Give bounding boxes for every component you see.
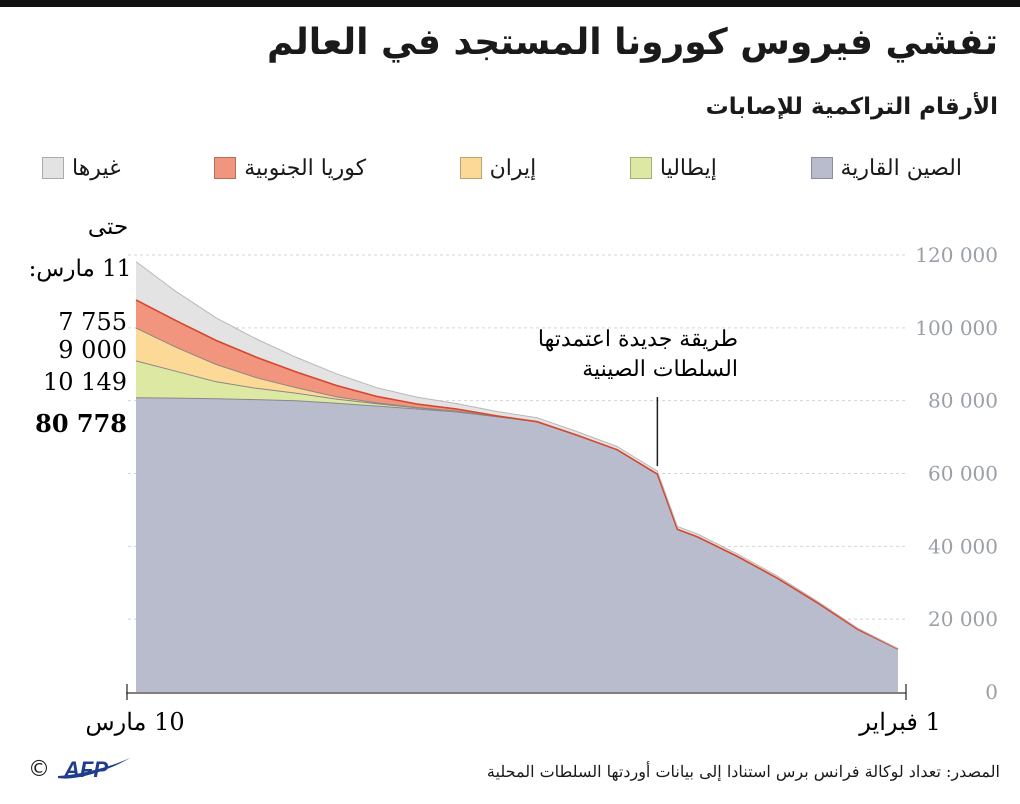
legend-label-iran: إيران (489, 155, 537, 181)
afp-logo-mark: AFP (58, 757, 130, 782)
series-line-korea (135, 299, 899, 650)
area-china (136, 397, 898, 692)
legend-swatch-others (42, 157, 64, 179)
afp-logo: © AFP (28, 756, 132, 782)
legend-swatch-italy (629, 157, 652, 179)
legend-item-iran: إيران (459, 155, 537, 181)
area-korea (136, 299, 898, 649)
series-line-others (135, 261, 899, 650)
y-tick-label: 80 000 (928, 389, 998, 413)
annotation-text-line: السلطات الصينية (582, 357, 738, 382)
y-tick-label: 20 000 (928, 607, 998, 631)
area-italy (136, 360, 898, 649)
legend-swatch-iran (459, 157, 482, 179)
legend-label-china: الصين القارية (840, 155, 962, 181)
legend-swatch-china (810, 157, 833, 179)
x-tick-label-march: 10 مارس (85, 708, 184, 736)
top-rule (0, 0, 1020, 7)
annotation-text-line: طريقة جديدة اعتمدتها (538, 327, 738, 352)
afp-logo-text: AFP (63, 757, 108, 782)
legend-label-italy: إيطاليا (659, 155, 717, 181)
legend: الصين القارية إيطاليا إيران كوريا الجنوب… (42, 150, 962, 186)
end-label-value: 7 755 (58, 308, 127, 336)
end-label-heading: حتى (88, 214, 128, 240)
y-tick-label: 100 000 (915, 316, 998, 340)
legend-label-korea: كوريا الجنوبية (244, 155, 367, 181)
copyright-symbol: © (28, 756, 50, 782)
chart-title: تفشي فيروس كورونا المستجد في العالم (266, 22, 998, 63)
chart-subtitle: الأرقام التراكمية للإصابات (705, 94, 998, 120)
y-tick-label: 60 000 (928, 462, 998, 486)
legend-item-korea: كوريا الجنوبية (214, 156, 366, 181)
legend-item-others: غيرها (42, 156, 121, 181)
legend-item-china: الصين القارية (810, 155, 962, 181)
end-label-value: 9 000 (58, 336, 127, 364)
y-tick-label: 120 000 (915, 243, 998, 267)
source-note: المصدر: تعداد لوكالة فرانس برس استنادا إ… (486, 762, 1000, 781)
legend-item-italy: إيطاليا (629, 155, 717, 181)
x-tick-label-february: 1 فبراير (858, 708, 940, 736)
y-tick-label: 0 (985, 680, 998, 704)
end-label-date: 11 مارس: (29, 256, 132, 282)
legend-label-others: غيرها (72, 155, 121, 181)
y-tick-label: 40 000 (928, 534, 998, 558)
end-label-value: 10 149 (43, 368, 127, 396)
legend-swatch-korea (214, 157, 237, 179)
end-label-value: 80 778 (35, 409, 127, 438)
